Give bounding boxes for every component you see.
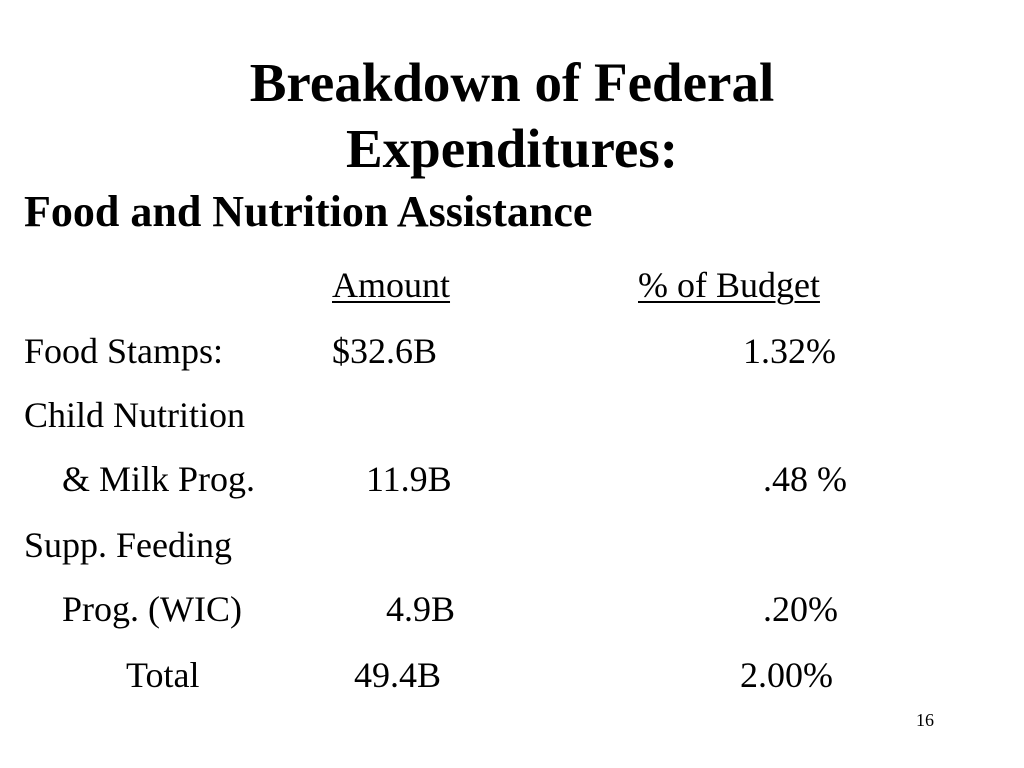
- row-label-total: Total: [126, 655, 200, 695]
- row-amount-food-stamps: $32.6B: [332, 331, 438, 371]
- row-label-food-stamps: Food Stamps:: [24, 331, 224, 371]
- slide-title-line-2: Expenditures:: [345, 118, 679, 179]
- percent-header: % of Budget: [638, 265, 820, 305]
- slide-title: Breakdown of Federal Expenditures:: [0, 50, 1024, 182]
- row-label-supp-feeding: Supp. Feeding: [24, 525, 233, 565]
- slide-title-line-1: Breakdown of Federal: [249, 52, 775, 113]
- row-percent-milk-prog: .48 %: [763, 459, 847, 499]
- amount-header: Amount: [332, 265, 451, 305]
- row-amount-wic: 4.9B: [386, 589, 456, 629]
- row-percent-wic: .20%: [763, 589, 838, 629]
- row-percent-food-stamps: 1.32%: [743, 331, 836, 371]
- row-label-milk-prog: & Milk Prog.: [62, 459, 256, 499]
- row-percent-total: 2.00%: [740, 655, 833, 695]
- row-label-child-nutrition: Child Nutrition: [24, 395, 246, 435]
- row-label-wic: Prog. (WIC): [62, 589, 242, 629]
- row-amount-total: 49.4B: [354, 655, 442, 695]
- slide-subtitle: Food and Nutrition Assistance: [24, 187, 593, 236]
- row-amount-milk-prog: 11.9B: [366, 459, 452, 499]
- page-number: 16: [916, 710, 934, 730]
